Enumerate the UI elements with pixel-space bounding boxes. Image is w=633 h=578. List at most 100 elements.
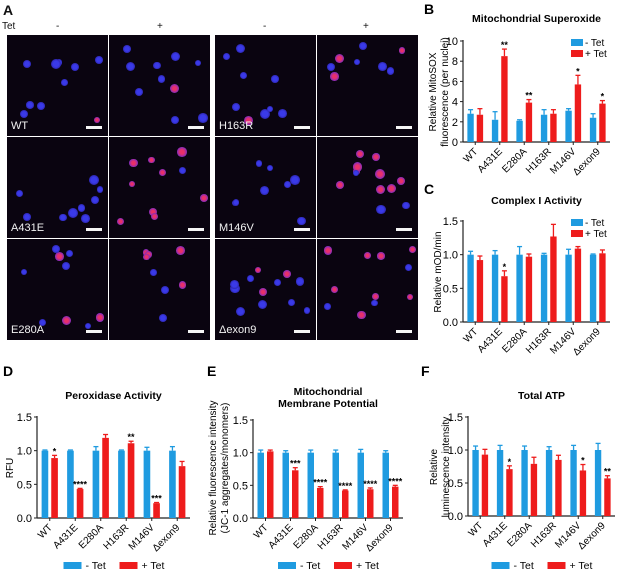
nucleus-cell bbox=[377, 61, 387, 71]
bar-plus-tet bbox=[367, 489, 374, 518]
nucleus-cell bbox=[376, 204, 386, 215]
nucleus-cell bbox=[20, 268, 27, 276]
nucleus-cell bbox=[297, 216, 306, 226]
panel-letter-f: F bbox=[421, 363, 430, 379]
significance-marker: * bbox=[503, 262, 507, 272]
bar-minus-tet bbox=[282, 452, 289, 518]
mitosox-positive-cell bbox=[386, 184, 397, 194]
nucleus-cell bbox=[80, 214, 90, 224]
nucleus-cell bbox=[89, 175, 100, 186]
significance-marker: * bbox=[601, 92, 605, 102]
nucleus-cell bbox=[353, 170, 360, 177]
significance-marker: * bbox=[508, 457, 512, 467]
bar-plus-tet bbox=[392, 486, 399, 518]
nucleus-cell bbox=[235, 307, 245, 317]
scale-bar bbox=[294, 228, 310, 231]
nucleus-cell bbox=[231, 102, 240, 111]
bar-minus-tet bbox=[540, 114, 548, 142]
nucleus-cell bbox=[19, 109, 28, 118]
y-tick-label: 1.0 bbox=[448, 445, 463, 457]
nucleus-cell bbox=[290, 175, 300, 185]
bar-minus-tet bbox=[516, 120, 523, 142]
legend-label-plus-tet: + Tet bbox=[142, 560, 165, 572]
nucleus-cell bbox=[96, 186, 103, 193]
y-axis-label: RFU bbox=[5, 458, 16, 479]
y-tick-label: 1.5 bbox=[448, 412, 463, 424]
bar-plus-tet bbox=[525, 256, 533, 322]
nucleus-cell bbox=[232, 199, 240, 207]
legend-label-minus-tet: - Tet bbox=[514, 560, 534, 572]
tet-header-plus-1: + bbox=[157, 21, 163, 32]
significance-marker: ** bbox=[525, 91, 533, 101]
bar-plus-tet bbox=[525, 102, 533, 142]
genotype-label: Δexon9 bbox=[219, 324, 257, 336]
chart-title: Complex I Activity bbox=[491, 195, 582, 207]
nucleus-cell bbox=[273, 278, 281, 286]
nucleus-cell bbox=[170, 115, 180, 125]
mitosox-positive-cell bbox=[371, 152, 380, 161]
bar-minus-tet bbox=[594, 450, 602, 516]
bar-minus-tet bbox=[257, 452, 264, 518]
micrograph-tile: H163R bbox=[215, 35, 316, 136]
mitosox-positive-cell bbox=[375, 169, 386, 179]
legend-swatch-minus-tet bbox=[571, 39, 583, 46]
nucleus-cell bbox=[126, 62, 136, 72]
nucleus-cell bbox=[288, 299, 295, 306]
nucleus-cell bbox=[267, 105, 274, 112]
bar-minus-tet bbox=[589, 117, 597, 142]
nucleus-cell bbox=[404, 263, 412, 271]
y-axis-label: Relative mOD/min bbox=[433, 231, 444, 312]
scale-bar bbox=[86, 330, 102, 333]
nucleus-cell bbox=[159, 314, 168, 323]
nucleus-cell bbox=[277, 108, 287, 118]
nucleus-cell bbox=[327, 62, 336, 71]
nucleus-cell bbox=[386, 67, 395, 76]
bar-minus-tet bbox=[92, 450, 100, 518]
bar-plus-tet bbox=[550, 236, 557, 322]
mitosox-positive-cell bbox=[170, 84, 180, 94]
nucleus-cell bbox=[304, 307, 311, 314]
mitosox-positive-cell bbox=[330, 285, 339, 294]
mitosox-positive-cell bbox=[330, 72, 339, 81]
chart-title: Mitochondrial Superoxide bbox=[472, 13, 601, 25]
scale-bar bbox=[396, 228, 412, 231]
mitosox-positive-cell bbox=[398, 47, 406, 54]
bar-plus-tet bbox=[574, 248, 582, 322]
bar-plus-tet bbox=[76, 489, 84, 518]
y-tick-label: 0.5 bbox=[443, 283, 458, 295]
y-axis-label: Relative bbox=[429, 449, 440, 486]
nucleus-cell bbox=[15, 189, 23, 198]
bar-plus-tet bbox=[342, 490, 349, 518]
nucleus-cell bbox=[122, 44, 131, 53]
x-tick-label: H163R bbox=[524, 326, 554, 356]
mitosox-positive-cell bbox=[352, 162, 363, 172]
micrograph-tile bbox=[317, 35, 418, 136]
y-tick-label: 2 bbox=[452, 117, 458, 129]
bar-minus-tet bbox=[118, 450, 125, 518]
legend-label-minus-tet: - Tet bbox=[585, 218, 604, 229]
bar-plus-tet bbox=[579, 470, 587, 516]
bar-plus-tet bbox=[292, 470, 299, 518]
legend-label-plus-tet: + Tet bbox=[356, 560, 379, 572]
mitosox-positive-cell bbox=[259, 287, 268, 296]
legend-swatch-plus-tet bbox=[119, 562, 138, 569]
nucleus-cell bbox=[260, 186, 270, 196]
legend-swatch-minus-tet bbox=[571, 219, 583, 226]
nucleus-cell bbox=[152, 61, 161, 70]
nucleus-cell bbox=[26, 101, 34, 109]
significance-marker: **** bbox=[363, 479, 378, 489]
bar-plus-tet bbox=[599, 103, 606, 142]
mitosox-positive-cell bbox=[255, 267, 262, 274]
mitosox-positive-cell bbox=[283, 269, 292, 278]
panel-a-letter: A bbox=[3, 2, 14, 18]
significance-marker: ** bbox=[128, 432, 136, 442]
nucleus-cell bbox=[135, 88, 144, 96]
genotype-label: WT bbox=[11, 120, 29, 132]
y-tick-label: 1.0 bbox=[233, 448, 248, 460]
x-tick-label: H163R bbox=[529, 520, 559, 550]
bar-minus-tet bbox=[516, 254, 523, 322]
mitosox-positive-cell bbox=[407, 293, 414, 300]
bar-plus-tet bbox=[550, 113, 557, 142]
panel-letter-b: B bbox=[424, 1, 434, 17]
nucleus-cell bbox=[178, 166, 186, 174]
